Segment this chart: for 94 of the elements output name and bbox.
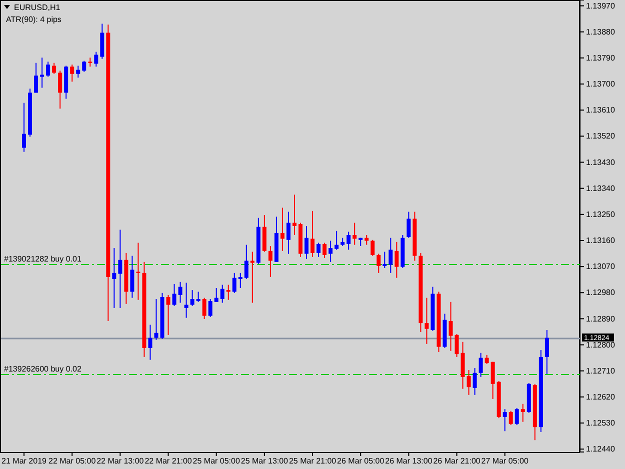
candlestick xyxy=(448,301,453,352)
candlestick xyxy=(268,245,272,278)
y-tick-label: 1.13070 xyxy=(586,262,616,272)
candlestick xyxy=(190,290,194,306)
y-tick-label: 1.13160 xyxy=(586,236,616,246)
candlestick xyxy=(406,211,411,238)
y-tick-label: 1.12620 xyxy=(586,392,616,402)
candlestick xyxy=(52,62,56,74)
y-tick-label: 1.13790 xyxy=(586,54,616,63)
x-tick-label: 22 Mar 13:00 xyxy=(96,456,144,466)
candlestick xyxy=(130,255,134,298)
candlestick xyxy=(364,234,369,246)
ref-line-label: #139021282 buy 0.01 xyxy=(4,254,82,264)
candlestick xyxy=(214,288,218,302)
candlestick xyxy=(286,211,290,254)
candlestick xyxy=(118,229,122,308)
candlestick xyxy=(454,334,459,358)
candlestick xyxy=(82,60,86,72)
y-tick-label: 1.12890 xyxy=(586,314,616,324)
candlestick xyxy=(184,282,188,318)
candlestick xyxy=(22,102,26,152)
candlestick xyxy=(232,272,236,294)
y-tick-label: 1.12800 xyxy=(586,340,616,350)
candlestick xyxy=(322,242,327,258)
candlestick xyxy=(112,248,116,308)
candlestick xyxy=(508,410,513,426)
x-tick-label: 22 Mar 21:00 xyxy=(144,456,192,466)
x-tick-label: 26 Mar 21:00 xyxy=(433,456,481,466)
candlestick xyxy=(178,281,182,304)
candlestick xyxy=(544,330,549,375)
candlestick xyxy=(172,283,176,306)
candlestick xyxy=(376,253,381,274)
candlestick xyxy=(94,51,98,68)
candlestick xyxy=(196,291,200,302)
candlestick xyxy=(466,370,471,396)
y-tick-label: 1.13700 xyxy=(586,80,616,89)
candlestick xyxy=(280,207,284,252)
candlestick xyxy=(292,194,296,236)
x-tick-label: 22 Mar 05:00 xyxy=(48,456,96,466)
x-tick-label: 25 Mar 13:00 xyxy=(240,456,289,466)
candlestick xyxy=(226,284,230,300)
y-tick-label: 1.13520 xyxy=(586,132,616,141)
candlestick xyxy=(346,231,351,250)
candlestick xyxy=(334,230,339,250)
candlestick xyxy=(154,298,158,340)
x-tick-label: 25 Mar 05:00 xyxy=(192,456,240,466)
y-tick-label: 1.12980 xyxy=(586,288,616,298)
x-tick-label: 21 Mar 2019 xyxy=(2,456,48,466)
x-tick-label: 26 Mar 05:00 xyxy=(337,456,385,466)
candlestick xyxy=(310,210,315,258)
candlestick xyxy=(370,239,375,256)
candlestick xyxy=(202,297,206,320)
candlestick xyxy=(316,242,321,258)
y-tick-label: 1.13970 xyxy=(586,1,616,10)
candlestick xyxy=(472,367,477,396)
candlestick xyxy=(76,65,80,78)
y-tick-label: 1.13610 xyxy=(586,106,616,115)
candlestick xyxy=(40,57,44,88)
candlestick xyxy=(328,240,333,262)
x-tick-label: 27 Mar 05:00 xyxy=(481,456,529,466)
candlestick xyxy=(250,251,254,304)
candlestick xyxy=(388,237,393,274)
y-tick-label: 1.13340 xyxy=(586,184,616,193)
x-tick-label: 25 Mar 21:00 xyxy=(288,456,337,466)
candlestick xyxy=(304,226,309,260)
annotation: ATR(90): 4 pips xyxy=(6,15,62,24)
candlestick xyxy=(520,403,525,422)
candlestick xyxy=(46,61,50,78)
y-tick-label: 1.12530 xyxy=(586,418,616,428)
candlestick xyxy=(382,251,387,269)
candlestick xyxy=(220,284,224,304)
candlestick xyxy=(502,408,507,432)
candlestick xyxy=(478,352,483,378)
candlestick xyxy=(490,361,495,400)
y-tick-label: 1.13880 xyxy=(586,27,616,36)
candlestick xyxy=(208,298,212,318)
y-tick-label: 1.13250 xyxy=(586,210,616,219)
candlestick xyxy=(58,70,62,110)
candlestick xyxy=(238,272,242,289)
ref-line-label: #139262600 buy 0.02 xyxy=(4,364,82,374)
candlestick xyxy=(148,324,152,360)
candlestick xyxy=(424,297,429,344)
y-tick-label: 1.13430 xyxy=(586,158,616,167)
candlestick xyxy=(514,407,519,426)
candlestick xyxy=(352,222,357,246)
x-tick-label: 26 Mar 13:00 xyxy=(385,456,433,466)
candlestick xyxy=(394,241,399,278)
y-tick-label: 1.12440 xyxy=(586,444,616,454)
candlestick xyxy=(244,244,248,280)
y-tick-label: 1.12710 xyxy=(586,366,616,376)
candlestick xyxy=(34,62,38,94)
candlestick xyxy=(166,294,170,336)
candlestick xyxy=(70,64,74,82)
chart-title: EURUSD,H1 xyxy=(14,3,61,12)
